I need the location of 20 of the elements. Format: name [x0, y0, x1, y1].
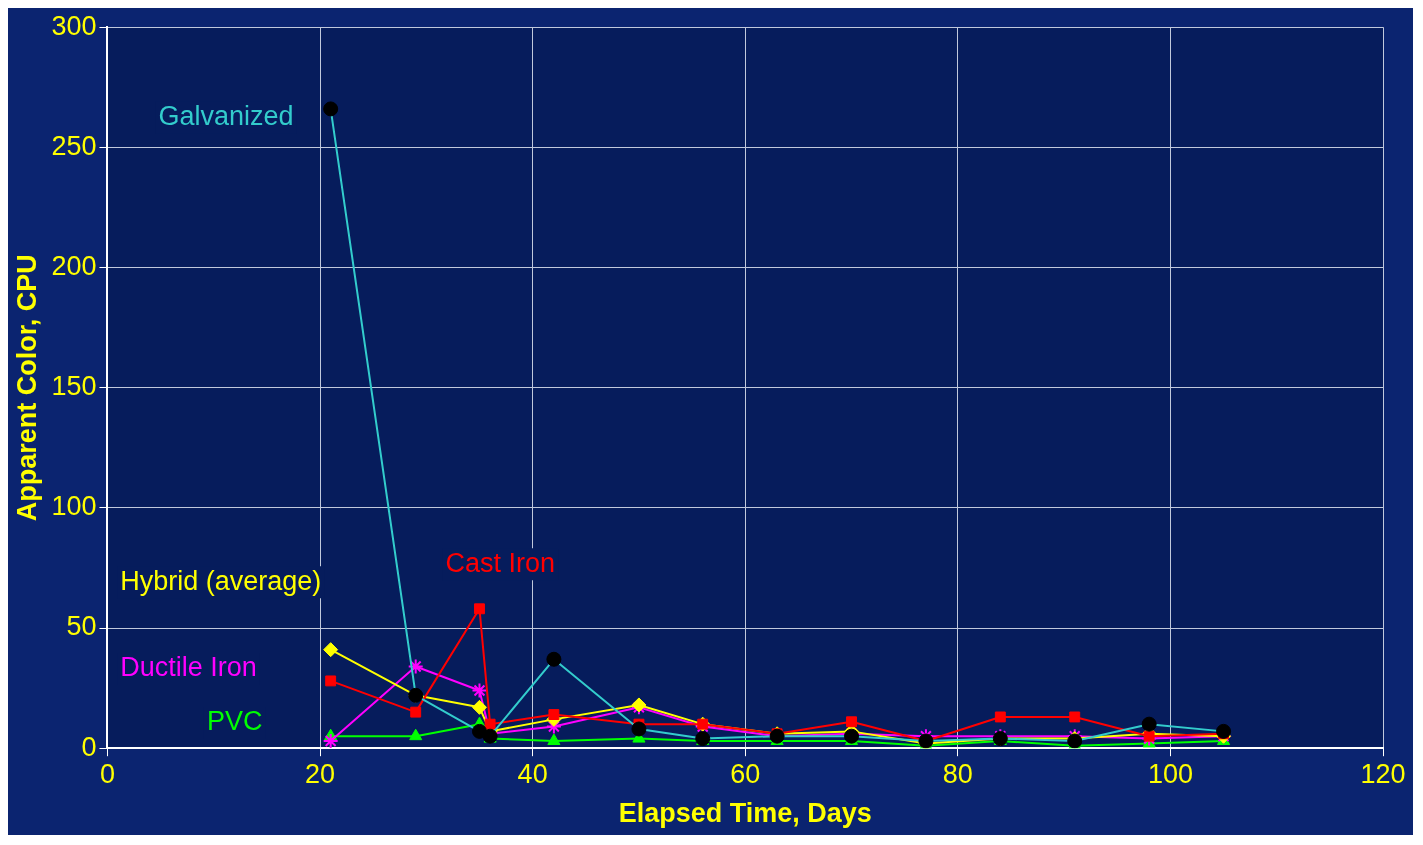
x-tick-label: 100	[1147, 758, 1193, 789]
x-tick-label: 40	[517, 758, 548, 789]
x-axis-title: Elapsed Time, Days	[618, 798, 872, 829]
y-tick-label: 100	[51, 491, 97, 522]
x-tick-label: 60	[730, 758, 761, 789]
x-tick-label: 80	[942, 758, 973, 789]
x-tick-label: 120	[1360, 758, 1406, 789]
text: Ductile Iron	[120, 652, 257, 683]
text: PVC	[206, 706, 263, 737]
y-tick-label: 50	[66, 611, 97, 642]
series-label: Hybrid (average)	[120, 565, 322, 596]
series-label: Galvanized	[158, 100, 294, 131]
y-tick-label: 0	[81, 731, 97, 762]
y-axis-title: Apparent Color, CPU	[11, 254, 42, 522]
y-tick-label: 300	[51, 10, 97, 41]
y-tick-label: 250	[51, 130, 97, 161]
y-tick-label: 150	[51, 371, 97, 402]
x-tick-label: 20	[305, 758, 336, 789]
y-tick-label: 200	[51, 250, 97, 281]
series-label: Cast Iron	[445, 547, 556, 578]
